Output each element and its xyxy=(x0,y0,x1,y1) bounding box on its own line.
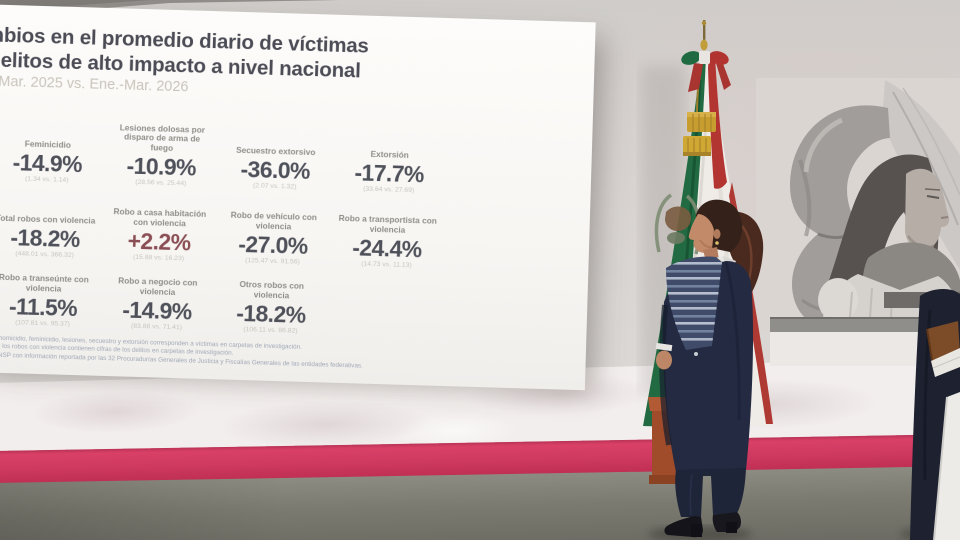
stat-card: Extorsión -17.7% (33.64 vs. 27.69) xyxy=(332,127,448,196)
stat-card: Robo a negocio con violencia -14.9% (83.… xyxy=(99,264,215,333)
stat-card: Feminicidio -14.9% (1.34 vs. 1.14) xyxy=(0,117,106,186)
stat-value: -10.9% xyxy=(126,152,197,181)
stat-value: -14.9% xyxy=(12,149,83,178)
stat-card: Robo de vehículo con violencia -27.0% (1… xyxy=(215,198,331,267)
stat-card: Robo a transportista con violencia -24.4… xyxy=(329,202,445,271)
stat-label: Robo a transportista con violencia xyxy=(338,213,438,236)
stat-value: -27.0% xyxy=(237,230,308,259)
stats-row-2: Total robos con violencia -18.2% (448.01… xyxy=(0,191,445,270)
stats-row-1: Feminicidio -14.9% (1.34 vs. 1.14) Lesio… xyxy=(0,117,447,196)
stat-card: Secuestro extorsivo -36.0% (2.07 vs. 1.3… xyxy=(218,123,334,192)
stat-value-accent: +2.2% xyxy=(127,227,191,256)
stat-value: -18.2% xyxy=(10,224,81,253)
projection-screen: Cambios en el promedio diario de víctima… xyxy=(0,4,596,391)
stat-value: -14.9% xyxy=(121,296,192,325)
stat-card: Total robos con violencia -18.2% (448.01… xyxy=(0,191,103,260)
stat-card: Otros robos con violencia -18.2% (106.11… xyxy=(213,267,329,336)
stat-value: -24.4% xyxy=(351,234,422,263)
stat-value: -17.7% xyxy=(354,159,425,188)
wall-shadow-corner xyxy=(0,0,150,11)
stat-value: -18.2% xyxy=(235,299,306,328)
stat-value: -36.0% xyxy=(240,155,311,184)
stat-label: Secuestro extorsivo xyxy=(235,145,316,158)
stat-card: Lesiones dolosas por disparo de arma de … xyxy=(104,120,220,189)
stat-label: Extorsión xyxy=(370,148,409,161)
stat-card: Robo a transeúnte con violencia -11.5% (… xyxy=(0,260,101,329)
stat-card: Robo a casa habitación con violencia +2.… xyxy=(101,195,217,264)
stat-label: Otros robos con violencia xyxy=(239,279,305,301)
stat-label: Total robos con violencia xyxy=(0,212,96,226)
stat-label: Feminicidio xyxy=(24,138,72,151)
slide-footnotes: de homicidio, feminicidio, lesiones, sec… xyxy=(0,335,363,371)
stat-label: Robo a transeúnte con violencia xyxy=(0,272,89,294)
stats-row-3: Robo a transeúnte con violencia -11.5% (… xyxy=(0,260,443,339)
stat-label: Robo a negocio con violencia xyxy=(118,275,198,298)
stat-label: Robo de vehículo con violencia xyxy=(230,210,318,232)
stat-label: Robo a casa habitación con violencia xyxy=(113,206,207,229)
stat-label: Lesiones dolosas por disparo de arma de … xyxy=(119,121,206,154)
stat-value: -11.5% xyxy=(8,293,78,322)
